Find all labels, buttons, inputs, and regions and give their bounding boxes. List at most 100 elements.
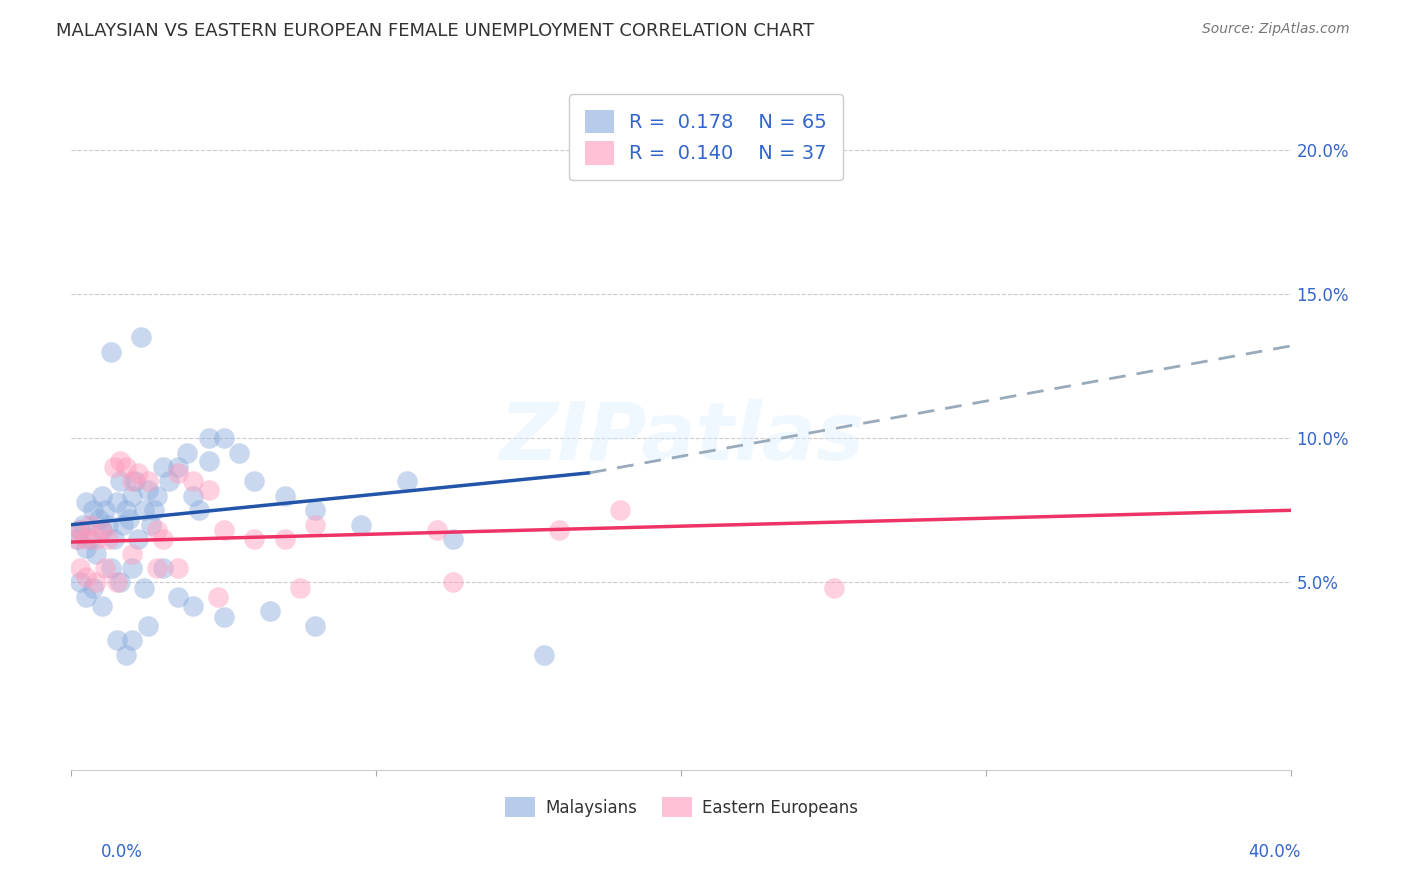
Point: [259, 604, 281, 618]
Point: [243, 532, 266, 546]
Text: ZIPatlas: ZIPatlas: [499, 399, 863, 476]
Point: [97, 532, 120, 546]
Point: [167, 590, 190, 604]
Point: [90, 599, 112, 613]
Point: [274, 532, 297, 546]
Point: [136, 475, 159, 489]
Point: [79, 517, 101, 532]
Point: [197, 483, 219, 497]
Point: [84, 547, 107, 561]
Point: [136, 483, 159, 497]
Point: [103, 532, 125, 546]
Point: [66, 532, 89, 546]
Point: [76, 590, 98, 604]
Point: [115, 460, 138, 475]
Point: [304, 618, 326, 632]
Point: [69, 561, 91, 575]
Point: [145, 489, 167, 503]
Text: 40.0%: 40.0%: [1249, 843, 1301, 861]
Point: [609, 503, 631, 517]
Point: [112, 517, 135, 532]
Point: [157, 475, 180, 489]
Point: [87, 512, 110, 526]
Point: [274, 489, 297, 503]
Point: [548, 524, 571, 538]
Legend: Malaysians, Eastern Europeans: Malaysians, Eastern Europeans: [498, 790, 865, 824]
Point: [108, 575, 131, 590]
Point: [533, 648, 555, 662]
Point: [212, 524, 235, 538]
Point: [304, 503, 326, 517]
Point: [134, 503, 156, 517]
Point: [90, 524, 112, 538]
Point: [69, 524, 91, 538]
Point: [188, 503, 211, 517]
Point: [823, 581, 845, 595]
Point: [685, 143, 707, 157]
Point: [288, 581, 311, 595]
Point: [228, 445, 250, 459]
Point: [69, 575, 91, 590]
Point: [395, 475, 418, 489]
Point: [121, 475, 143, 489]
Point: [212, 431, 235, 445]
Point: [115, 648, 138, 662]
Point: [181, 475, 204, 489]
Point: [108, 454, 131, 468]
Point: [207, 590, 229, 604]
Point: [134, 581, 156, 595]
Point: [76, 494, 98, 508]
Point: [105, 633, 128, 648]
Text: MALAYSIAN VS EASTERN EUROPEAN FEMALE UNEMPLOYMENT CORRELATION CHART: MALAYSIAN VS EASTERN EUROPEAN FEMALE UNE…: [56, 22, 814, 40]
Point: [121, 633, 143, 648]
Point: [121, 489, 143, 503]
Point: [197, 431, 219, 445]
Point: [167, 460, 190, 475]
Point: [441, 532, 464, 546]
Point: [152, 561, 174, 575]
Point: [118, 512, 141, 526]
Text: Source: ZipAtlas.com: Source: ZipAtlas.com: [1202, 22, 1350, 37]
Point: [212, 610, 235, 624]
Point: [145, 524, 167, 538]
Point: [115, 503, 138, 517]
Point: [94, 503, 117, 517]
Point: [145, 561, 167, 575]
Point: [72, 517, 94, 532]
Point: [176, 445, 198, 459]
Point: [131, 330, 153, 344]
Point: [136, 618, 159, 632]
Point: [105, 575, 128, 590]
Point: [84, 532, 107, 546]
Point: [441, 575, 464, 590]
Point: [79, 532, 101, 546]
Point: [82, 581, 104, 595]
Point: [127, 466, 149, 480]
Point: [121, 547, 143, 561]
Point: [76, 541, 98, 555]
Point: [167, 466, 190, 480]
Point: [90, 524, 112, 538]
Point: [100, 561, 122, 575]
Point: [94, 561, 117, 575]
Point: [69, 524, 91, 538]
Point: [90, 489, 112, 503]
Point: [426, 524, 449, 538]
Point: [121, 561, 143, 575]
Point: [100, 344, 122, 359]
Point: [304, 517, 326, 532]
Point: [76, 569, 98, 583]
Point: [66, 532, 89, 546]
Point: [84, 575, 107, 590]
Point: [103, 460, 125, 475]
Text: 0.0%: 0.0%: [101, 843, 143, 861]
Point: [197, 454, 219, 468]
Point: [124, 475, 146, 489]
Point: [139, 517, 162, 532]
Point: [105, 494, 128, 508]
Point: [127, 532, 149, 546]
Point: [76, 532, 98, 546]
Point: [167, 561, 190, 575]
Point: [181, 489, 204, 503]
Point: [108, 475, 131, 489]
